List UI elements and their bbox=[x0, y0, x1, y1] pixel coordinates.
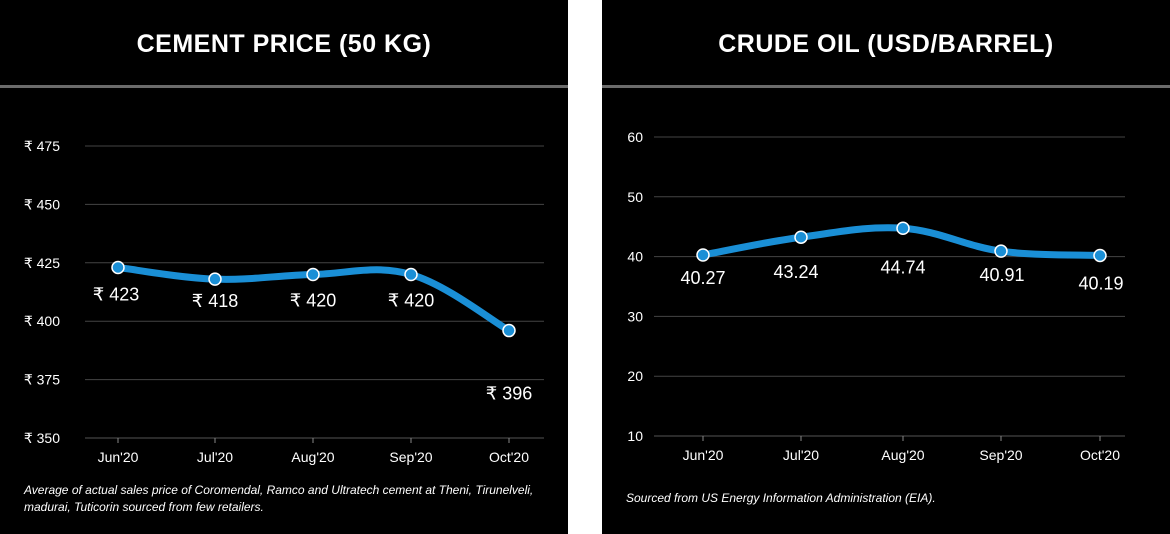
y-tick-label: 40 bbox=[627, 249, 643, 265]
data-point bbox=[896, 221, 910, 236]
crude-oil-chart: 10 20 30 40 50 60 Jun'20 Jul'20 Aug'20 Sep'20 Oct'… bbox=[627, 129, 1125, 463]
data-label: ₹ 420 bbox=[290, 290, 337, 310]
x-tick-label: Jun'20 bbox=[683, 447, 724, 463]
x-tick-label: Sep'20 bbox=[979, 447, 1022, 463]
y-tick-label: 50 bbox=[627, 189, 643, 205]
y-tick-label: 60 bbox=[627, 129, 643, 145]
data-label: 40.91 bbox=[979, 265, 1024, 285]
data-label: 43.24 bbox=[773, 262, 818, 282]
data-point bbox=[502, 323, 516, 338]
y-tick-label: 20 bbox=[627, 368, 643, 384]
data-point bbox=[208, 272, 222, 286]
title-divider bbox=[0, 85, 568, 88]
data-point bbox=[994, 244, 1008, 258]
data-point bbox=[404, 267, 418, 282]
data-label: 44.74 bbox=[880, 257, 925, 277]
y-tick-label: ₹ 425 bbox=[24, 255, 60, 271]
data-label: 40.19 bbox=[1078, 273, 1123, 293]
data-point bbox=[1093, 248, 1107, 263]
x-tick-label: Oct'20 bbox=[489, 449, 529, 465]
data-label: 40.27 bbox=[680, 268, 725, 288]
y-tick-label: ₹ 450 bbox=[24, 196, 60, 212]
x-tick-label: Oct'20 bbox=[1080, 447, 1120, 463]
y-tick-label: ₹ 400 bbox=[24, 313, 60, 329]
data-label: ₹ 418 bbox=[192, 291, 239, 311]
x-tick-label: Jul'20 bbox=[783, 447, 819, 463]
cement-price-panel: CEMENT PRICE (50 KG) ₹ 350 ₹ 375 ₹ 400 ₹ 42… bbox=[0, 0, 568, 534]
y-tick-label: ₹ 375 bbox=[24, 372, 60, 388]
y-tick-label: 10 bbox=[627, 428, 643, 444]
x-tick-label: Jul'20 bbox=[197, 449, 233, 465]
y-tick-label: ₹ 475 bbox=[24, 138, 60, 154]
y-tick-label: ₹ 350 bbox=[24, 430, 60, 446]
cement-price-chart: ₹ 350 ₹ 375 ₹ 400 ₹ 425 ₹ 450 ₹ 475 Jun'20 Jul'… bbox=[24, 138, 544, 465]
x-tick-label: Aug'20 bbox=[881, 447, 924, 463]
data-point bbox=[306, 267, 320, 282]
y-tick-label: 30 bbox=[627, 308, 643, 324]
chart-footnote: Sourced from US Energy Information Admin… bbox=[626, 491, 936, 505]
data-point bbox=[794, 230, 808, 244]
x-tick-label: Aug'20 bbox=[291, 449, 334, 465]
chart-title: CRUDE OIL (USD/BARREL) bbox=[718, 30, 1054, 58]
x-tick-label: Sep'20 bbox=[389, 449, 432, 465]
data-label: ₹ 396 bbox=[486, 384, 533, 404]
chart-title: CEMENT PRICE (50 KG) bbox=[136, 30, 432, 58]
data-label: ₹ 420 bbox=[388, 290, 435, 310]
chart-footnote: Average of actual sales price of Coromen… bbox=[24, 483, 534, 514]
data-point bbox=[111, 260, 125, 275]
data-point bbox=[696, 248, 710, 262]
title-divider bbox=[602, 85, 1170, 88]
x-tick-label: Jun'20 bbox=[98, 449, 139, 465]
data-label: ₹ 423 bbox=[93, 284, 140, 304]
crude-oil-panel: CRUDE OIL (USD/BARREL) 10 20 30 40 50 60 Jun'2… bbox=[602, 0, 1170, 534]
